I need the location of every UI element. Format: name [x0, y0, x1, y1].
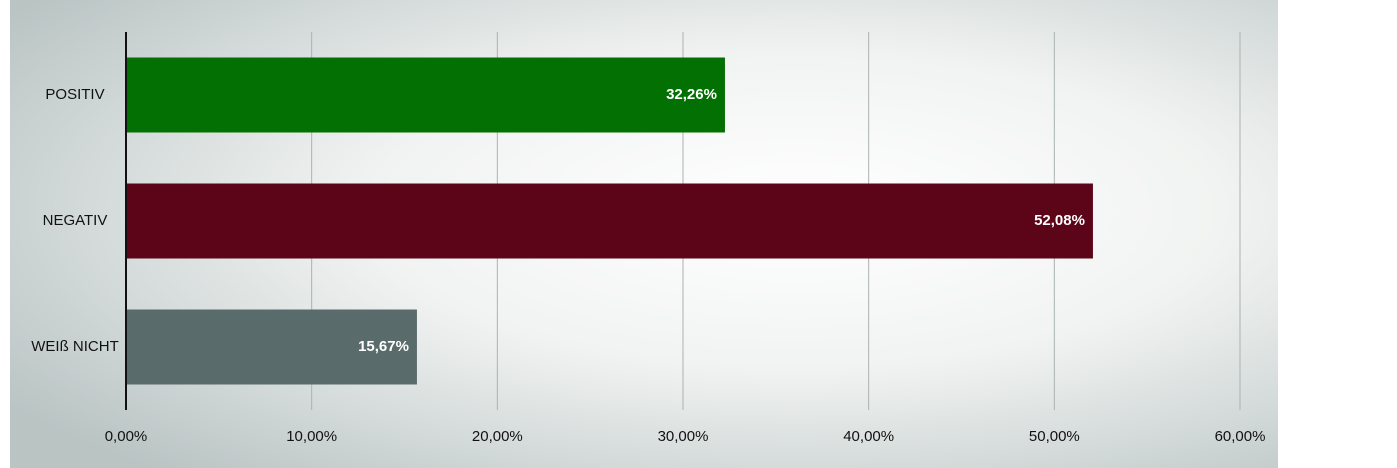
bar [126, 309, 417, 385]
x-tick-label: 60,00% [1215, 428, 1266, 445]
value-label: 32,26% [666, 86, 717, 103]
bar [126, 57, 725, 133]
x-tick-label: 40,00% [843, 428, 894, 445]
x-tick-label: 50,00% [1029, 428, 1080, 445]
value-label: 52,08% [1034, 212, 1085, 229]
y-tick-label: WEIß NICHT [31, 338, 119, 355]
x-tick-label: 30,00% [658, 428, 709, 445]
bar [126, 183, 1093, 259]
value-label: 15,67% [358, 338, 409, 355]
x-tick-label: 20,00% [472, 428, 523, 445]
x-tick-label: 10,00% [286, 428, 337, 445]
x-tick-label: 0,00% [105, 428, 148, 445]
y-tick-label: NEGATIV [43, 212, 108, 229]
y-tick-label: POSITIV [45, 86, 104, 103]
